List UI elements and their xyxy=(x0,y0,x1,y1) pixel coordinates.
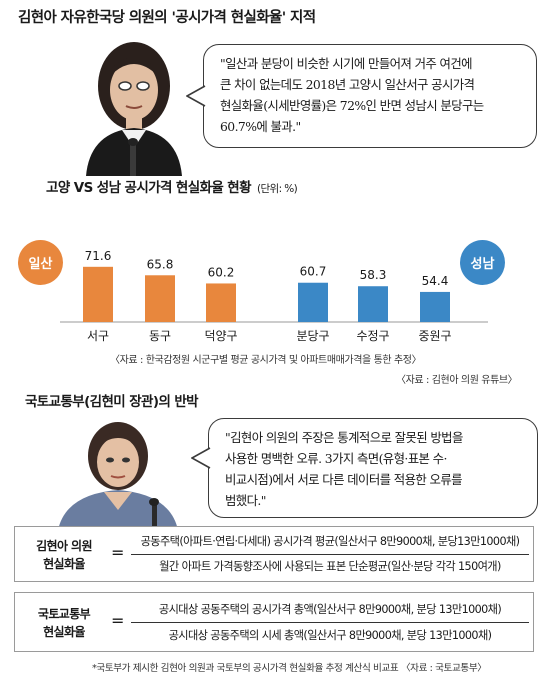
youtube-source: 〈자료 : 김현아 의원 유튜브〉 xyxy=(396,375,518,386)
value-label: 60.2 xyxy=(208,265,235,279)
bar-수정구 xyxy=(358,286,388,322)
quote-line: 큰 차이 없는데도 2018년 고양시 일산서구 공시가격 xyxy=(220,77,475,92)
equals-sign: = xyxy=(111,611,125,630)
formula-label: 김현아 의원 현실화율 xyxy=(23,537,105,573)
ilsan-group-label: 일산 xyxy=(28,257,53,272)
value-label: 65.8 xyxy=(147,257,174,271)
quote-line: 현실화율(시세반영률)은 72%인 반면 성남시 분당구는 xyxy=(220,98,484,113)
bubble-tail xyxy=(186,85,206,107)
footnote: *국토부가 제시한 김현아 의원과 국토부의 공시가격 현실화율 추정 계산식 … xyxy=(92,663,487,674)
quote-line: 비교시점)에서 서로 다른 데이터를 적용한 오류를 xyxy=(225,472,463,487)
formula-label-line1: 김현아 의원 xyxy=(36,539,92,553)
fraction-line xyxy=(131,622,529,623)
value-label: 58.3 xyxy=(360,268,387,282)
bar-중원구 xyxy=(420,291,450,322)
bubble-tail xyxy=(191,447,211,469)
quote-line: "김현아 의원의 주장은 통계적으로 잘못된 방법을 xyxy=(225,430,463,445)
fraction-line xyxy=(131,554,529,555)
chart-title-text: 고양 VS 성남 공시가격 현실화율 현황 xyxy=(46,180,252,196)
formula-numerator: 공동주택(아파트·연립·다세대) 공시가격 평균(일산서구 8만9000채, 분… xyxy=(140,535,520,548)
page-title: 김현아 자유한국당 의원의 '공시가격 현실화율' 지적 xyxy=(18,10,316,26)
formula-denominator: 공시대상 공동주택의 시세 총액(일산서구 8만9000채, 분당 13만100… xyxy=(168,629,492,642)
quote-bubble-ministry: "김현아 의원의 주장은 통계적으로 잘못된 방법을 사용한 명백한 오류. 3… xyxy=(208,418,538,518)
quote-line: 60.7%에 불과." xyxy=(220,119,301,134)
ilsan-group-badge: 일산 xyxy=(18,240,63,285)
minister-photo xyxy=(40,410,190,530)
value-label: 60.7 xyxy=(300,265,327,279)
value-label: 71.6 xyxy=(85,249,112,263)
formula-label-line1: 국토교통부 xyxy=(37,607,91,621)
formula-numerator: 공시대상 공동주택의 공시가격 총액(일산서구 8만9000채, 분당 13만1… xyxy=(158,603,502,616)
equals-sign: = xyxy=(111,543,125,562)
quote-line: 사용한 명백한 오류. 3가지 측면(유형·표본 수· xyxy=(225,451,447,466)
bar-서구 xyxy=(83,266,113,322)
bar-덕양구 xyxy=(206,283,236,322)
chart-source: 〈자료 : 한국감정원 시군구별 평균 공시가격 및 아파트매매가격을 통한 추… xyxy=(110,355,422,366)
bar-동구 xyxy=(145,275,175,322)
quote-line: 범했다." xyxy=(225,493,266,508)
section-title-rebuttal: 국토교통부(김현미 장관)의 반박 xyxy=(25,394,199,410)
bar-chart: 71.6 서구 65.8 동구 60.2 덕양구 60.7 분당구 58.3 수정구 54.4 중원구 xyxy=(60,249,488,343)
category-label: 수정구 xyxy=(356,329,389,343)
bar-분당구 xyxy=(298,282,328,322)
chart-title: 고양 VS 성남 공시가격 현실화율 현황 (단위: %) xyxy=(46,176,298,196)
lawmaker-photo xyxy=(70,24,200,176)
category-label: 중원구 xyxy=(418,329,451,343)
formula-denominator: 월간 아파트 가격동향조사에 사용되는 표본 단순평균(일산·분당 각각 150… xyxy=(159,560,501,573)
formula-label-line2: 현실화율 xyxy=(43,625,85,639)
category-label: 덕양구 xyxy=(204,329,237,343)
quote-bubble-lawmaker: "일산과 분당이 비슷한 시기에 만들어져 거주 여건에 큰 차이 없는데도 2… xyxy=(203,44,537,148)
value-label: 54.4 xyxy=(422,274,449,288)
formula-box-lawmaker: 김현아 의원 현실화율 = 공동주택(아파트·연립·다세대) 공시가격 평균(일… xyxy=(14,526,534,582)
chart-unit: (단위: %) xyxy=(256,183,298,195)
formula-box-ministry: 국토교통부 현실화율 = 공시대상 공동주택의 공시가격 총액(일산서구 8만9… xyxy=(14,592,534,652)
category-label: 동구 xyxy=(149,329,171,343)
seongnam-group-badge: 성남 xyxy=(460,240,505,285)
quote-line: "일산과 분당이 비슷한 시기에 만들어져 거주 여건에 xyxy=(220,56,473,71)
category-label: 서구 xyxy=(87,329,109,343)
category-label: 분당구 xyxy=(296,329,329,343)
seongnam-group-label: 성남 xyxy=(470,257,495,272)
formula-label: 국토교통부 현실화율 xyxy=(23,605,105,641)
formula-label-line2: 현실화율 xyxy=(43,557,85,571)
